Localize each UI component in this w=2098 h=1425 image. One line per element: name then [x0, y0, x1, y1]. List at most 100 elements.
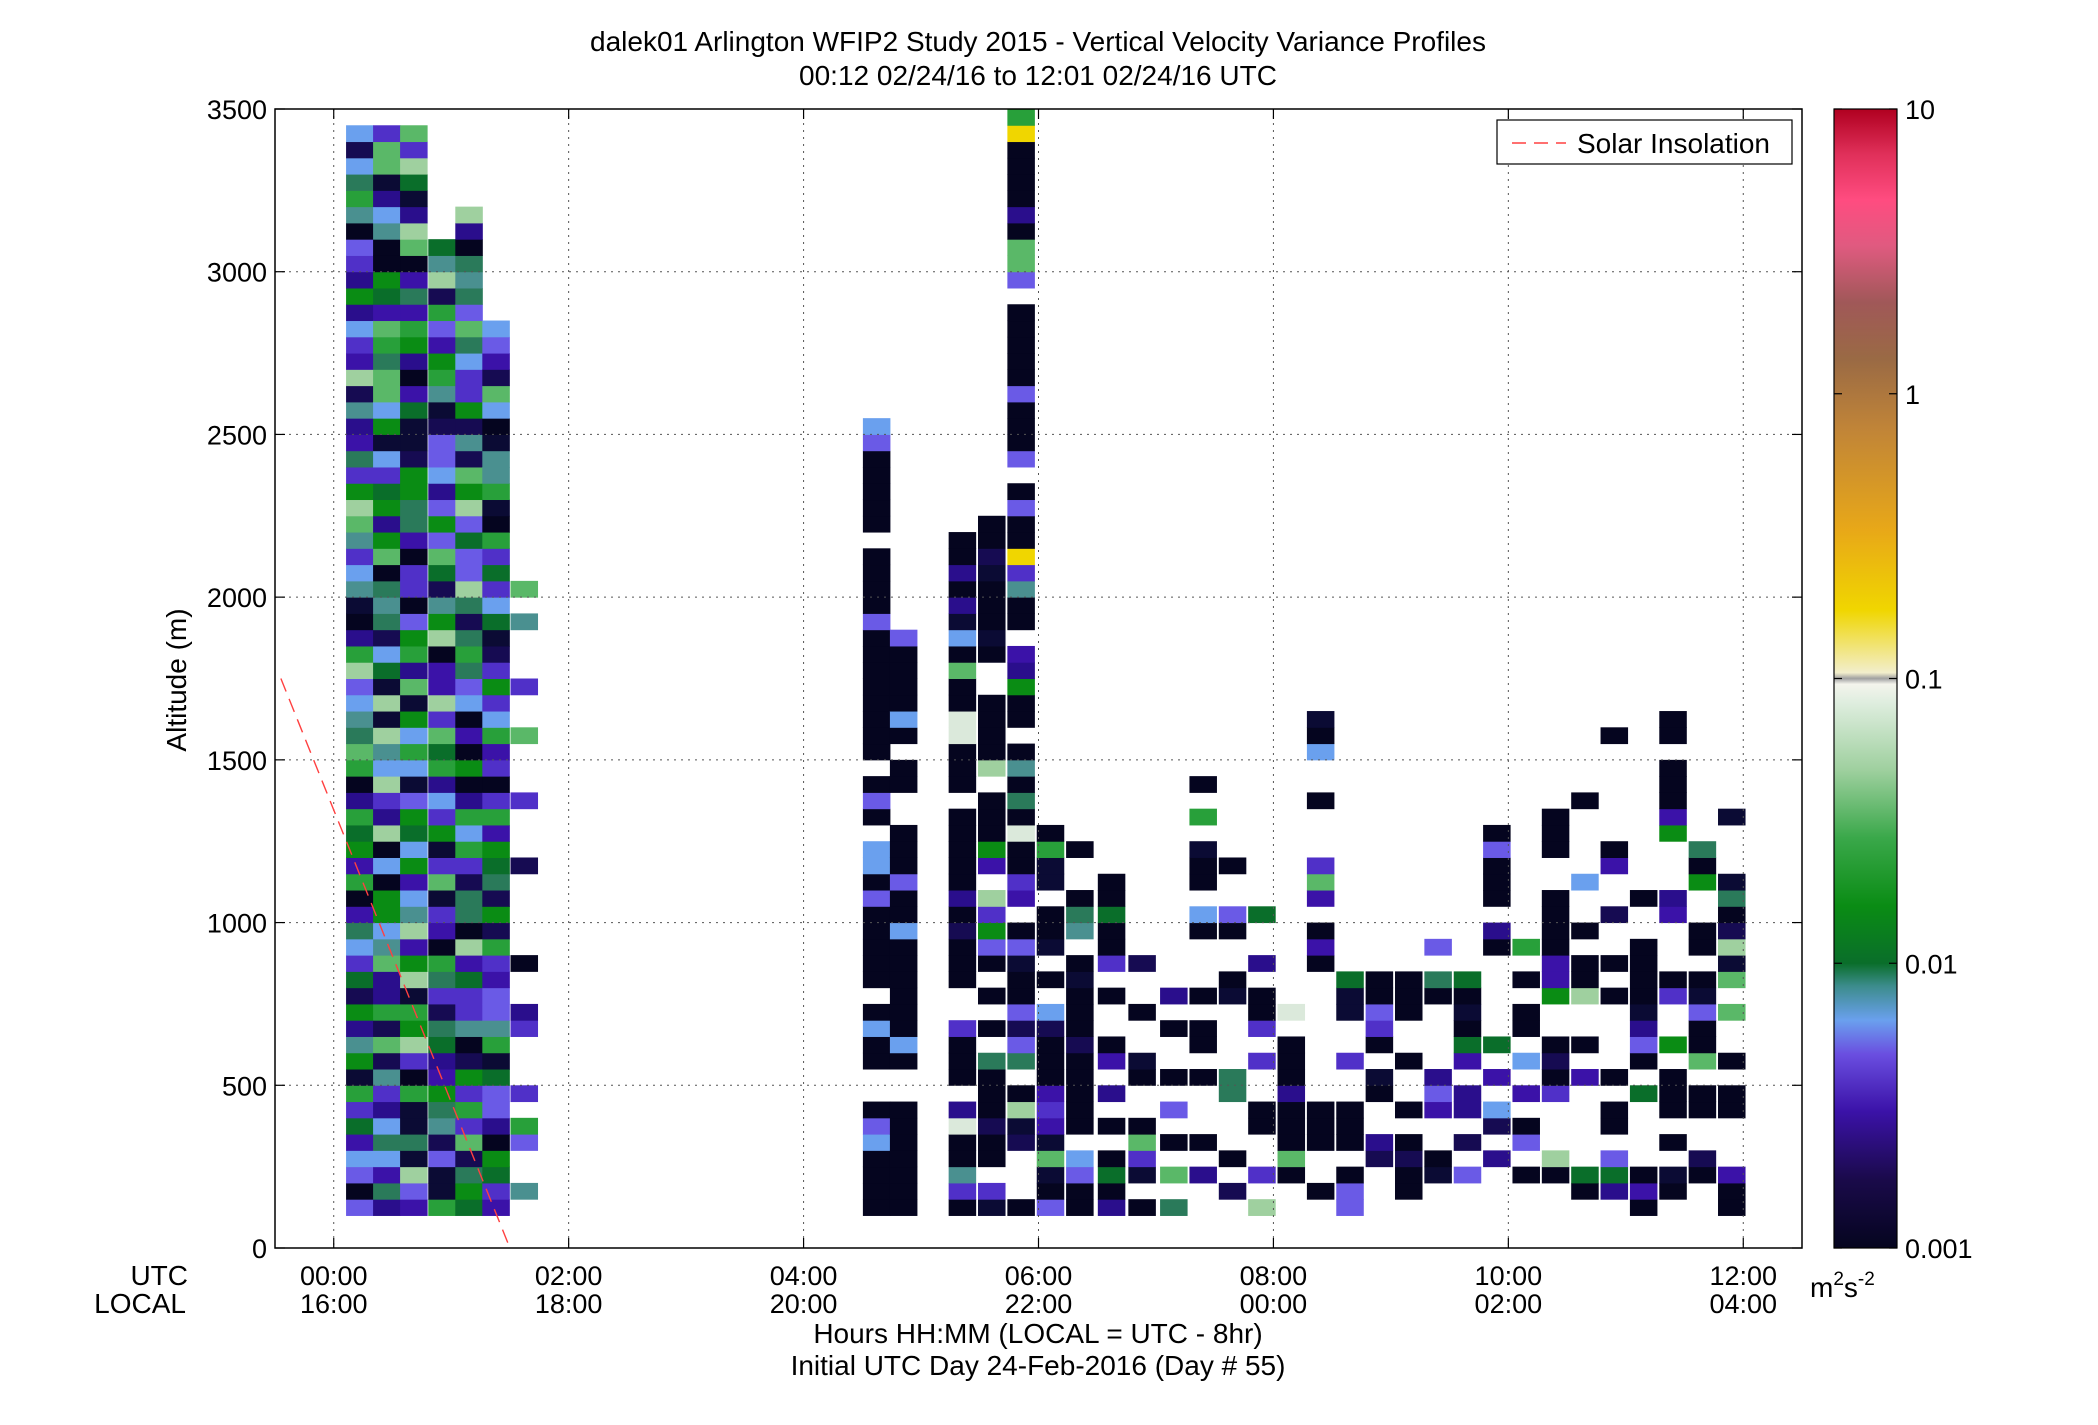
heatmap-cell [1659, 987, 1687, 1005]
heatmap-cell [1007, 890, 1035, 907]
heatmap-cell [373, 466, 401, 484]
heatmap-cell [482, 824, 510, 842]
heatmap-cell [400, 287, 428, 305]
heatmap-cell [373, 450, 401, 468]
heatmap-cell [346, 727, 374, 745]
heatmap-cell [346, 808, 374, 826]
heatmap-cell [482, 955, 510, 972]
heatmap-cell [889, 645, 918, 663]
heatmap-cell [1189, 808, 1217, 826]
heatmap-cell [1007, 239, 1035, 256]
heatmap-cell [862, 1134, 891, 1151]
heatmap-cell [1007, 1085, 1035, 1103]
heatmap-cell [1512, 938, 1540, 956]
heatmap-cell [862, 922, 891, 940]
heatmap-cell [978, 629, 1006, 647]
heatmap-cell [948, 955, 977, 972]
heatmap-cell [889, 971, 918, 989]
heatmap-cell [455, 239, 483, 256]
heatmap-cell [428, 1052, 456, 1070]
heatmap-cell [428, 499, 456, 517]
heatmap-cell [346, 613, 374, 631]
heatmap-cell [1365, 1150, 1394, 1168]
heatmap-cell [346, 694, 374, 712]
heatmap-cell [346, 743, 374, 761]
heatmap-cell [1306, 857, 1335, 875]
heatmap-cell [862, 645, 891, 663]
heatmap-cell [1688, 1085, 1717, 1103]
heatmap-cell [482, 564, 510, 582]
heatmap-cell [1483, 1117, 1511, 1135]
heatmap-cell [510, 1117, 539, 1135]
heatmap-cell [948, 743, 977, 761]
heatmap-cell [1007, 857, 1035, 875]
heatmap-cell [373, 1003, 401, 1021]
heatmap-cell [1007, 190, 1035, 208]
heatmap-cell [1483, 922, 1511, 940]
heatmap-cell [400, 580, 428, 598]
heatmap-cell [455, 304, 483, 322]
heatmap-cell [428, 1036, 456, 1054]
heatmap-cell [1659, 906, 1687, 924]
heatmap-cell [1512, 1003, 1540, 1021]
heatmap-cell [400, 499, 428, 517]
heatmap-cell [889, 629, 918, 647]
heatmap-cell [1629, 1085, 1658, 1103]
heatmap-cell [400, 369, 428, 387]
heatmap-cell [373, 125, 401, 143]
heatmap-cell [1571, 792, 1599, 810]
heatmap-cell [400, 808, 428, 826]
heatmap-cell [373, 1166, 401, 1184]
heatmap-cell [482, 353, 510, 370]
heatmap-cell [1189, 1036, 1217, 1054]
heatmap-cell [1659, 759, 1687, 777]
heatmap-cell [400, 711, 428, 728]
heatmap-cell [455, 759, 483, 777]
heatmap-cell [428, 353, 456, 370]
heatmap-cell [862, 841, 891, 858]
heatmap-cell [1007, 548, 1035, 566]
heatmap-cell [482, 320, 510, 338]
heatmap-cell [373, 597, 401, 614]
heatmap-cell [1453, 1166, 1482, 1184]
heatmap-cell [1571, 922, 1599, 940]
heatmap-cell [482, 938, 510, 956]
heatmap-cell [428, 743, 456, 761]
heatmap-cell [373, 613, 401, 631]
heatmap-cell [1629, 890, 1658, 907]
heatmap-cell [1036, 1199, 1065, 1216]
heatmap-cell [948, 873, 977, 891]
heatmap-cell [400, 1020, 428, 1037]
heatmap-cell [455, 1182, 483, 1200]
y-tick-label: 500 [222, 1071, 267, 1101]
heatmap-cell [1218, 1069, 1247, 1086]
heatmap-cell [889, 727, 918, 745]
heatmap-cell [400, 336, 428, 354]
heatmap-cell [1277, 1085, 1306, 1103]
heatmap-cell [889, 1101, 918, 1119]
heatmap-cell [373, 320, 401, 338]
heatmap-cell [1600, 987, 1629, 1005]
heatmap-cell [482, 1069, 510, 1086]
heatmap-cell [400, 662, 428, 679]
heatmap-cell [1483, 890, 1511, 907]
heatmap-cell [1688, 1003, 1717, 1021]
heatmap-cell [346, 1101, 374, 1119]
heatmap-cell [346, 1150, 374, 1168]
heatmap-cell [862, 548, 891, 566]
heatmap-cell [373, 580, 401, 598]
heatmap-cell [1600, 841, 1629, 858]
heatmap-cell [948, 1134, 977, 1151]
heatmap-cell [373, 515, 401, 533]
heatmap-cell [1541, 922, 1570, 940]
heatmap-cell [1277, 1117, 1306, 1135]
heatmap-cell [1336, 1117, 1364, 1135]
heatmap-cell [1512, 1020, 1540, 1037]
heatmap-cell [1097, 1150, 1126, 1168]
heatmap-cell [978, 759, 1006, 777]
x-tick-label-local: 02:00 [1475, 1289, 1543, 1319]
heatmap-cell [1189, 906, 1217, 924]
heatmap-cell [1007, 304, 1035, 322]
heatmap-cell [1718, 873, 1746, 891]
heatmap-cell [400, 890, 428, 907]
